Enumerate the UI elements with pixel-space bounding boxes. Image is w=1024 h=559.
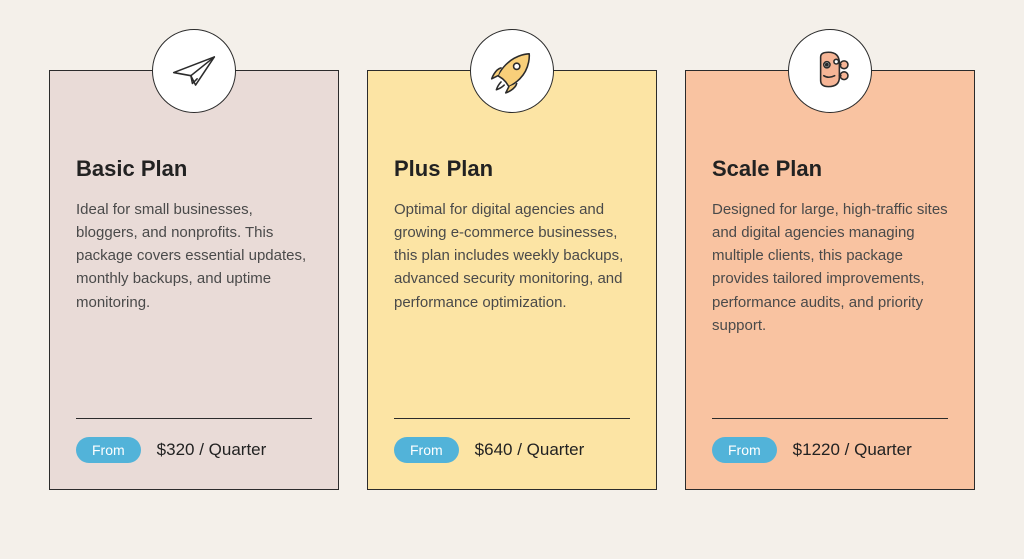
price-row: From $320 / Quarter: [76, 437, 312, 463]
price-row: From $1220 / Quarter: [712, 437, 948, 463]
from-pill: From: [76, 437, 141, 463]
plan-description: Ideal for small businesses, bloggers, an…: [76, 198, 312, 402]
price-row: From $640 / Quarter: [394, 437, 630, 463]
divider: [394, 418, 630, 419]
plan-description: Optimal for digital agencies and growing…: [394, 198, 630, 402]
price-text: $1220 / Quarter: [793, 440, 912, 460]
plan-description: Designed for large, high-traffic sites a…: [712, 198, 948, 402]
price-text: $640 / Quarter: [475, 440, 585, 460]
pricing-card-plus: Plus Plan Optimal for digital agencies a…: [367, 70, 657, 490]
from-pill: From: [712, 437, 777, 463]
robot-icon: [788, 29, 872, 113]
plan-title: Scale Plan: [712, 156, 948, 182]
divider: [76, 418, 312, 419]
divider: [712, 418, 948, 419]
plan-title: Plus Plan: [394, 156, 630, 182]
plan-title: Basic Plan: [76, 156, 312, 182]
pricing-card-scale: Scale Plan Designed for large, high-traf…: [685, 70, 975, 490]
from-pill: From: [394, 437, 459, 463]
rocket-icon: [470, 29, 554, 113]
price-text: $320 / Quarter: [157, 440, 267, 460]
pricing-card-basic: Basic Plan Ideal for small businesses, b…: [49, 70, 339, 490]
paper-plane-icon: [152, 29, 236, 113]
